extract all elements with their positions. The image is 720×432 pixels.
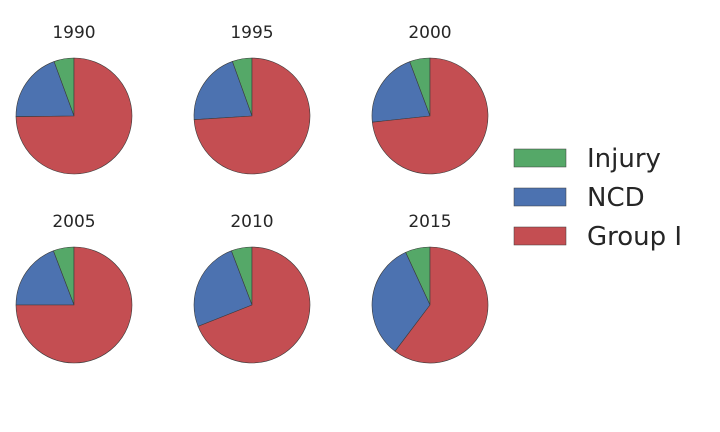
pie-slice-ncd	[15, 250, 75, 306]
pie-slice-group-i	[372, 57, 489, 175]
pie-panel-2010: 2010	[193, 212, 311, 364]
legend-swatch-ncd	[513, 187, 567, 207]
pie-slice-group-i	[15, 246, 133, 364]
pie-panel-1995: 1995	[193, 23, 311, 175]
pie-panel-2000: 2000	[371, 23, 489, 175]
pie-slice-ncd	[193, 250, 253, 327]
pie-panels: 1990 1995 2000 2005 2010 2015	[15, 23, 489, 364]
legend-swatch-injury	[513, 148, 567, 168]
legend-label-injury: Injury	[587, 144, 661, 174]
pie-panel-1990: 1990	[15, 23, 133, 175]
pie-title: 2000	[408, 23, 451, 43]
pie-title: 2015	[408, 212, 451, 232]
pie-slice-group-i	[394, 246, 489, 364]
pie-slice-group-i	[197, 246, 311, 364]
pie-title: 1990	[52, 23, 95, 43]
legend-label-group-i: Group I	[587, 222, 682, 252]
pie-panel-2015: 2015	[371, 212, 489, 364]
pie-title: 2005	[52, 212, 95, 232]
pie-slice-ncd	[371, 61, 431, 123]
pie-panel-2005: 2005	[15, 212, 133, 364]
pie-title: 2010	[230, 212, 273, 232]
pie-title: 1995	[230, 23, 273, 43]
pie-slice-group-i	[15, 57, 133, 175]
pie-slice-group-i	[193, 57, 311, 175]
pie-slice-ncd	[371, 252, 431, 352]
legend: Injury NCD Group I	[513, 144, 682, 252]
legend-label-ncd: NCD	[587, 183, 645, 213]
pie-slice-ncd	[15, 61, 75, 118]
pie-slice-ncd	[193, 61, 253, 120]
legend-swatch-group-i	[513, 226, 567, 246]
